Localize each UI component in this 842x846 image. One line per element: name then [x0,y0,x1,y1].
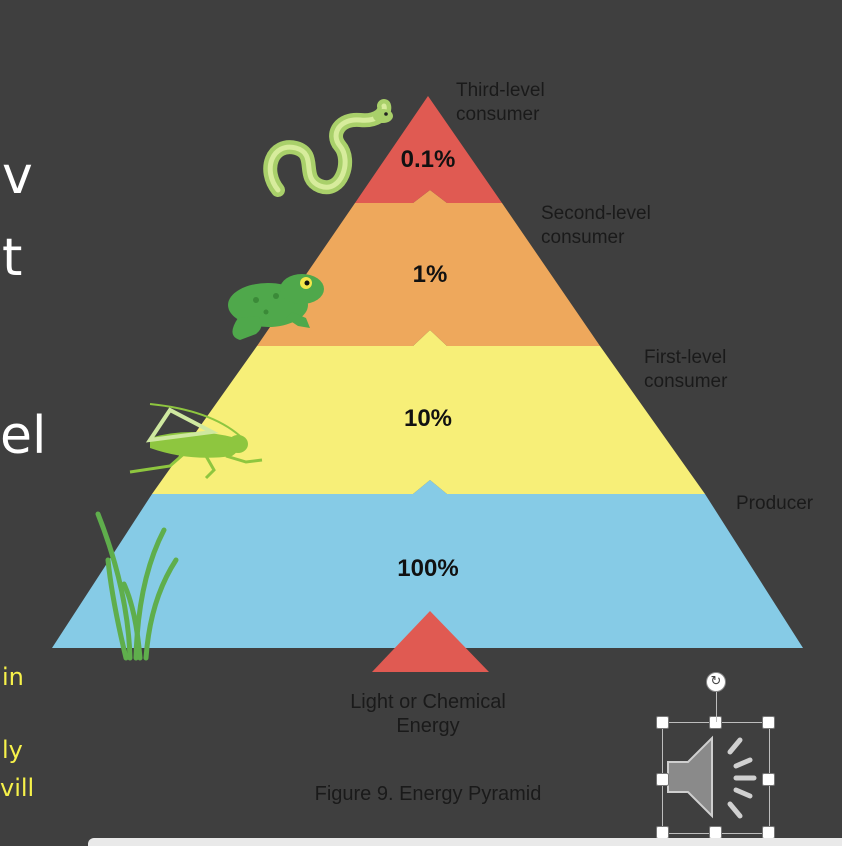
resize-handle-tr[interactable] [762,716,775,729]
percent-first-level: 10% [404,405,452,432]
resize-handle-mr[interactable] [762,773,775,786]
label-third-level-2: consumer [456,104,540,125]
label-second-level-1: Second-level [541,203,651,224]
energy-source-triangle [372,611,489,672]
resize-handle-tl[interactable] [656,716,669,729]
percent-producer: 100% [397,555,458,582]
producer-band [52,480,803,648]
slide-yellow-fragment-1: in [2,663,24,691]
resize-handle-ml[interactable] [656,773,669,786]
slide-yellow-fragment-3: vill [0,774,35,802]
snake-icon [263,99,393,197]
label-second-level-2: consumer [541,227,625,248]
speaker-icon [667,735,757,819]
resize-handle-tm[interactable] [709,716,722,729]
rotate-connector [716,692,717,722]
label-third-level-1: Third-level [456,80,545,101]
figure-caption: Figure 9. Energy Pyramid [315,783,542,805]
percent-second-level: 1% [413,261,448,288]
second-level-band [257,190,600,346]
audio-speaker-control[interactable] [656,716,775,839]
frog-icon [228,274,324,340]
slide-text-fragment-1: v [2,146,33,206]
first-level-band [152,330,705,494]
label-first-level-1: First-level [644,347,726,368]
slide-text-fragment-2: t [2,228,23,288]
energy-source-label-1: Light or Chemical [350,691,506,713]
bottom-panel-edge [88,838,842,846]
grasshopper-icon [129,403,263,480]
slide-text-fragment-3: el [0,406,47,466]
grass-icon [95,511,179,661]
slide-yellow-fragment-2: ly [2,736,23,764]
label-first-level-2: consumer [644,371,728,392]
third-level-band [355,96,502,203]
percent-third-level: 0.1% [401,146,456,173]
label-producer: Producer [736,493,814,514]
energy-source-label-2: Energy [396,715,459,737]
rotate-handle-icon[interactable]: ↻ [706,672,726,692]
